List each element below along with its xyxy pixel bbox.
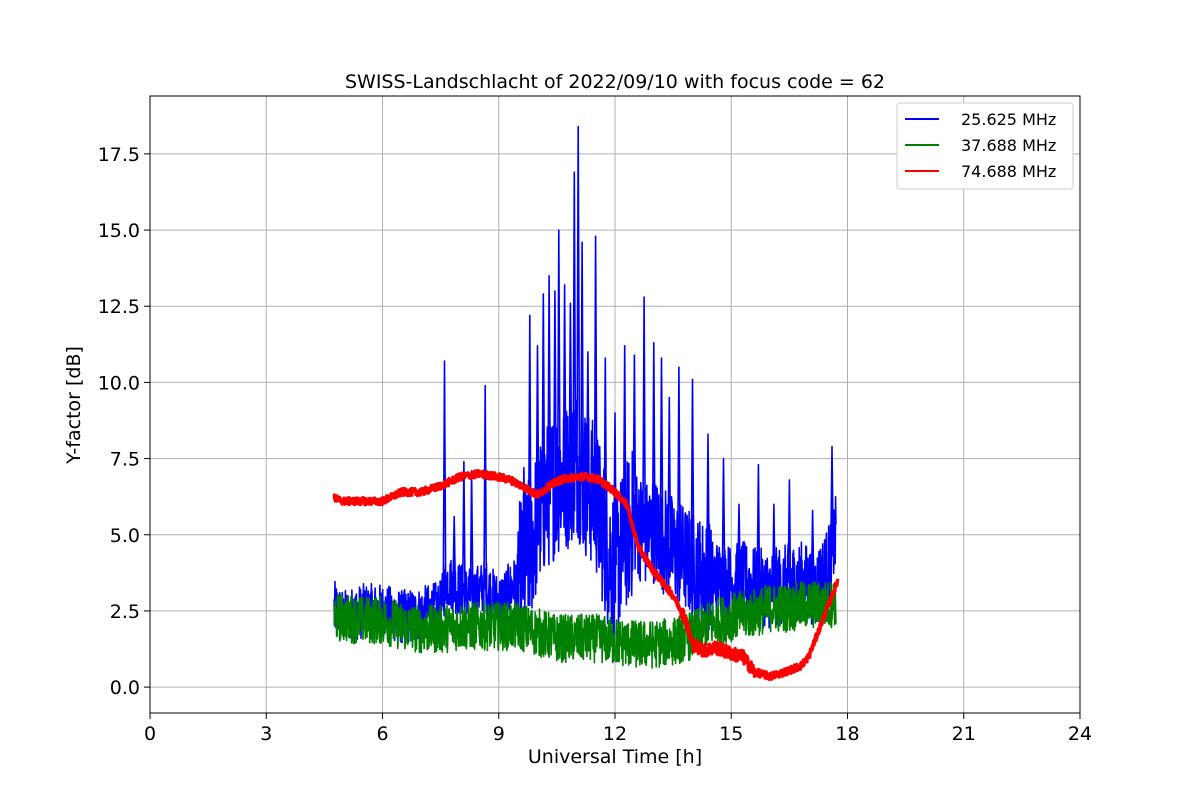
y-tick-label: 10.0 — [98, 372, 140, 394]
x-tick-label: 18 — [835, 723, 859, 745]
series-line — [332, 469, 840, 682]
x-tick-label: 6 — [376, 723, 388, 745]
legend: 25.625 MHz 37.688 MHz 74.688 MHz — [896, 102, 1074, 190]
y-tick-label: 7.5 — [110, 449, 140, 471]
x-tick-label: 12 — [603, 723, 627, 745]
x-tick-label: 15 — [719, 723, 743, 745]
x-tick-label: 9 — [493, 723, 505, 745]
legend-box — [896, 102, 1074, 190]
y-tick-label: 15.0 — [98, 220, 140, 242]
y-tick-label: 12.5 — [98, 296, 140, 318]
plot-area — [332, 125, 840, 682]
legend-label: 25.625 MHz — [961, 110, 1056, 129]
chart-title: SWISS-Landschlacht of 2022/09/10 with fo… — [345, 71, 885, 93]
x-tick-label: 21 — [952, 723, 976, 745]
series-line — [333, 125, 837, 649]
x-tick-label: 0 — [144, 723, 156, 745]
y-tick-label: 5.0 — [110, 525, 140, 547]
y-tick-label: 2.5 — [110, 601, 140, 623]
y-axis-title: Y-factor [dB] — [63, 346, 85, 465]
x-tick-label: 3 — [260, 723, 272, 745]
ticks: 0 3 6 9 12 15 18 21 24 0.0 2.5 5.0 7.5 10.0 12.5 15.0 17… — [98, 144, 1092, 745]
y-tick-label: 0.0 — [110, 677, 140, 699]
legend-label: 37.688 MHz — [961, 136, 1056, 155]
series-line — [333, 581, 837, 669]
legend-label: 74.688 MHz — [961, 162, 1056, 181]
y-tick-label: 17.5 — [98, 144, 140, 166]
x-tick-label: 24 — [1068, 723, 1092, 745]
x-axis-title: Universal Time [h] — [528, 746, 702, 768]
